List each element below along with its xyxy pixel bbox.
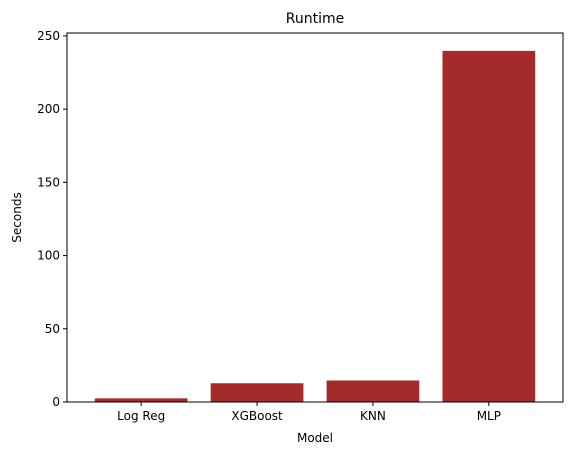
bar-knn [326,380,420,402]
y-tick-label: 0 [52,395,60,409]
chart-title: Runtime [286,11,344,27]
y-tick-label: 100 [37,249,60,263]
bar-mlp [442,50,536,403]
bar-log-reg [94,398,188,402]
y-tick-label: 150 [37,175,60,189]
y-axis-label: Seconds [10,192,24,242]
x-tick-label: MLP [477,409,501,423]
x-tick-label: KNN [360,409,386,423]
plot-area [94,50,536,403]
x-tick-label: Log Reg [117,409,165,423]
x-tick-label: XGBoost [231,409,283,423]
x-axis: Log Reg XGBoost KNN MLP [117,402,501,423]
bar-xgboost [210,383,304,402]
y-axis: 0 50 100 150 200 250 [37,29,67,409]
axes-frame [66,32,564,403]
y-tick-label: 50 [45,322,60,336]
y-tick-label: 250 [37,29,60,43]
x-axis-label: Model [297,431,333,445]
y-tick-label: 200 [37,102,60,116]
